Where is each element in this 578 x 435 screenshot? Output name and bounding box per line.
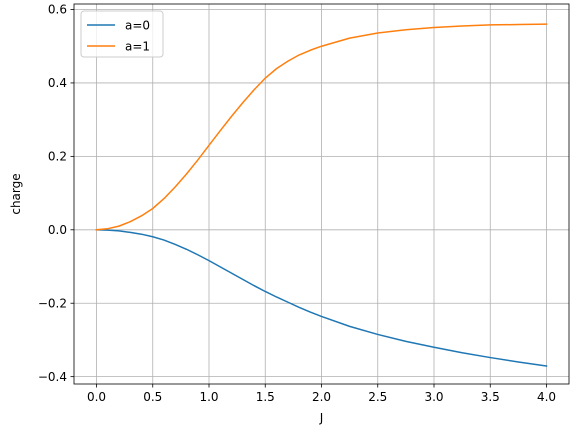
y-tick-label: −0.2 xyxy=(38,296,67,310)
x-axis: 0.0 0.5 1.0 1.5 2.0 2.5 3.0 3.5 4.0 xyxy=(87,384,556,404)
y-tick-label: 0.0 xyxy=(48,223,67,237)
series-line-1 xyxy=(95,229,548,367)
series-lines xyxy=(95,23,548,367)
legend-label-2: a=1 xyxy=(125,39,150,53)
x-axis-label: J xyxy=(319,411,324,425)
x-tick-label: 0.0 xyxy=(87,390,106,404)
legend-box xyxy=(80,10,164,58)
x-tick-label: 2.0 xyxy=(312,390,331,404)
x-tick-label: 3.5 xyxy=(481,390,500,404)
legend: a=0 a=1 xyxy=(80,10,164,58)
series-line-2 xyxy=(95,23,548,231)
x-tick-label: 1.5 xyxy=(256,390,275,404)
y-axis: −0.4 −0.2 0.0 0.2 0.4 0.6 xyxy=(38,3,74,384)
y-tick-label: 0.6 xyxy=(48,3,67,17)
x-tick-label: 0.5 xyxy=(143,390,162,404)
legend-label-1: a=0 xyxy=(125,18,150,32)
grid xyxy=(74,4,569,384)
x-tick-label: 2.5 xyxy=(368,390,387,404)
y-tick-label: −0.4 xyxy=(38,370,67,384)
y-axis-label: charge xyxy=(9,173,23,214)
x-tick-label: 3.0 xyxy=(424,390,443,404)
y-tick-label: 0.2 xyxy=(48,150,67,164)
y-tick-label: 0.4 xyxy=(48,76,67,90)
x-tick-label: 4.0 xyxy=(537,390,556,404)
x-tick-label: 1.0 xyxy=(199,390,218,404)
